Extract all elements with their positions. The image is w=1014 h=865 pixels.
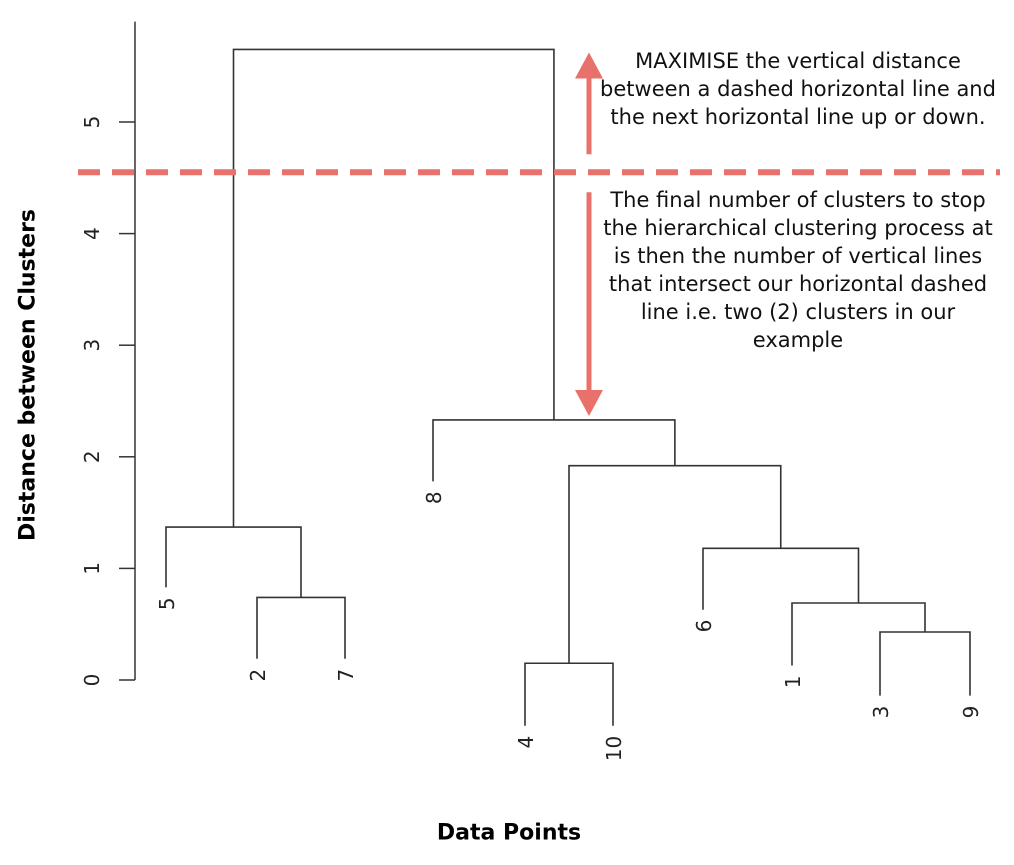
- leaf-labels: 5 2 7 8 4 10 6 1 3 9: [155, 491, 983, 761]
- y-tick-label: 5: [80, 116, 104, 129]
- y-tick-label: 1: [80, 562, 104, 575]
- merge-link: [879, 631, 971, 696]
- leaf-label: 1: [781, 675, 805, 688]
- merge-link: [791, 602, 926, 666]
- merge-link: [432, 419, 676, 482]
- arrow-down-icon: [575, 389, 603, 416]
- leaf-label: 3: [869, 706, 893, 719]
- merge-link: [524, 662, 614, 726]
- leaf-label: 10: [602, 736, 626, 761]
- y-axis: 0 1 2 3 4 5: [80, 21, 136, 687]
- y-tick-label: 4: [80, 227, 104, 240]
- merge-link: [256, 596, 346, 659]
- dendrogram-tree: [165, 48, 971, 726]
- leaf-label: 6: [692, 620, 716, 633]
- leaf-label: 5: [155, 597, 179, 610]
- y-tick-label: 2: [80, 450, 104, 463]
- leaf-label: 9: [959, 706, 983, 719]
- merge-link: [568, 464, 782, 664]
- arrow-group: [575, 52, 603, 416]
- merge-link: [232, 48, 555, 528]
- y-axis-label: Distance between Clusters: [15, 208, 41, 542]
- merge-link: [165, 526, 302, 598]
- y-tick-label: 3: [80, 339, 104, 352]
- merge-link: [702, 547, 860, 610]
- leaf-label: 2: [246, 669, 270, 682]
- y-tick-label: 0: [80, 674, 104, 687]
- arrow-up-icon: [575, 52, 603, 79]
- annotation-maximise: MAXIMISE the vertical distance between a…: [600, 49, 996, 129]
- annotation-cluster-count: The final number of clusters to stop the…: [603, 188, 993, 352]
- leaf-label: 4: [514, 736, 538, 749]
- leaf-label: 7: [334, 669, 358, 682]
- x-axis-label: Data Points: [436, 820, 582, 846]
- leaf-label: 8: [422, 491, 446, 504]
